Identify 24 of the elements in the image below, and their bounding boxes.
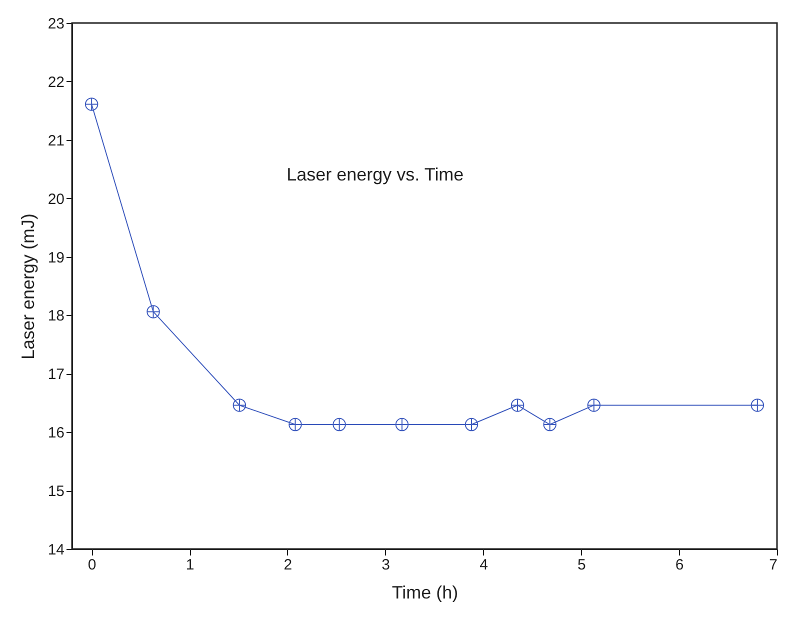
- y-tick-label: 23: [48, 16, 64, 32]
- annotation: Laser energy vs. Time: [286, 164, 464, 185]
- x-tick-label: 1: [186, 556, 194, 574]
- x-tick-label: 6: [675, 556, 684, 574]
- y-tick-label: 17: [48, 366, 64, 384]
- y-tick-label: 18: [48, 308, 64, 325]
- point: [146, 305, 160, 318]
- x-tick-label: 5: [577, 556, 586, 574]
- point: [84, 98, 98, 111]
- x-tick-label: 2: [284, 556, 292, 574]
- y-axis-title: Laser energy (mJ): [18, 213, 38, 360]
- y-tick-label: 16: [48, 424, 64, 442]
- y-tick-label: 19: [48, 249, 64, 266]
- x-axis-title: Time (h): [392, 582, 458, 602]
- x-tick-label: 3: [382, 556, 390, 574]
- y-tick-label: 14: [48, 542, 64, 558]
- x-tick-label: 0: [88, 556, 96, 574]
- y-tick-label: 21: [48, 132, 64, 150]
- y-tick-label: 22: [48, 74, 64, 91]
- y-tick-label: 20: [48, 190, 64, 208]
- x-tick-label: 4: [480, 556, 488, 574]
- y-tick-label: 15: [48, 483, 64, 500]
- x-tick-label: 7: [769, 556, 778, 574]
- point: [510, 398, 524, 412]
